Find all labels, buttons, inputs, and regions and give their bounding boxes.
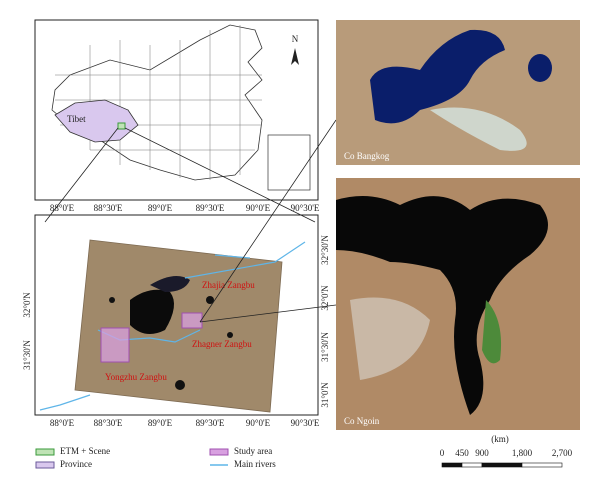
top-tick-label: 90°30'E: [291, 203, 320, 213]
right-tick-label: 32°0'N: [320, 285, 330, 311]
legend-label: Main rivers: [234, 459, 276, 469]
north-label: N: [292, 34, 299, 44]
scale-label: 450: [455, 448, 469, 458]
co-bangkog-lake: [150, 276, 190, 292]
top-tick-label: 90°0'E: [246, 203, 271, 213]
legend-label: Study area: [234, 446, 272, 456]
left-tick-label: 31°30'N: [22, 340, 32, 370]
lake-co-ngoin: [336, 196, 548, 415]
vegetation: [482, 300, 502, 364]
river-label: Zhagner Zangbu: [192, 339, 252, 349]
satellite-scene: [75, 240, 282, 412]
scale-label: 0: [440, 448, 445, 458]
scale-segment: [521, 462, 563, 468]
connector-lines: [44, 119, 337, 323]
south-china-sea-box: [267, 134, 311, 191]
north-arrow: [291, 48, 299, 65]
bottom-tick-label: 88°0'E: [50, 418, 75, 428]
right-tick-label: 32°30'N: [320, 235, 330, 265]
top-tick-label: 88°0'E: [50, 203, 75, 213]
study-area: [181, 312, 203, 329]
bottom-tick-label: 89°30'E: [196, 418, 225, 428]
bottom-tick-label: 90°30'E: [291, 418, 320, 428]
scale-unit: (km): [491, 434, 509, 444]
lake: [206, 296, 214, 304]
photo-label: Co Ngoin: [344, 416, 380, 426]
top-tick-label: 89°0'E: [148, 203, 173, 213]
alluvial-fan: [350, 297, 430, 380]
scale-segment: [441, 462, 463, 468]
inset-grid: [55, 25, 262, 180]
right-tick-label: 31°0'N: [320, 382, 330, 408]
scale-label: 900: [475, 448, 489, 458]
lake: [528, 54, 552, 82]
lake-co-bangkog: [370, 29, 505, 124]
photo-label: Co Bangkog: [344, 151, 390, 161]
tibet-label: Tibet: [67, 114, 86, 124]
tibet-province: [54, 99, 139, 143]
top-tick-label: 88°30'E: [94, 203, 123, 213]
study-area: [100, 327, 130, 363]
lake: [175, 380, 185, 390]
scale-segment: [461, 462, 483, 468]
lake: [227, 332, 233, 338]
bottom-tick-label: 89°0'E: [148, 418, 173, 428]
legend-swatch: [209, 448, 229, 456]
left-tick-label: 32°0'N: [22, 292, 32, 318]
top-tick-label: 89°30'E: [196, 203, 225, 213]
bottom-tick-label: 88°30'E: [94, 418, 123, 428]
scale-label: 1,800: [512, 448, 533, 458]
river-label: Yongzhu Zangbu: [105, 372, 167, 382]
legend-swatch: [35, 461, 55, 469]
bottom-tick-label: 90°0'E: [246, 418, 271, 428]
rivers: [39, 241, 306, 411]
legend-label: Province: [60, 459, 92, 469]
legend-swatch: [35, 448, 55, 456]
right-tick-label: 31°30'N: [320, 332, 330, 362]
co-ngoin-lake: [130, 289, 174, 334]
scale-label: 2,700: [552, 448, 573, 458]
lake: [109, 297, 115, 303]
etm-scene-inset: [117, 122, 126, 130]
scale-segment: [481, 462, 523, 468]
salt-flat: [430, 107, 527, 151]
river-label: Zhajia Zangbu: [202, 280, 255, 290]
legend-label: ETM + Scene: [60, 446, 110, 456]
